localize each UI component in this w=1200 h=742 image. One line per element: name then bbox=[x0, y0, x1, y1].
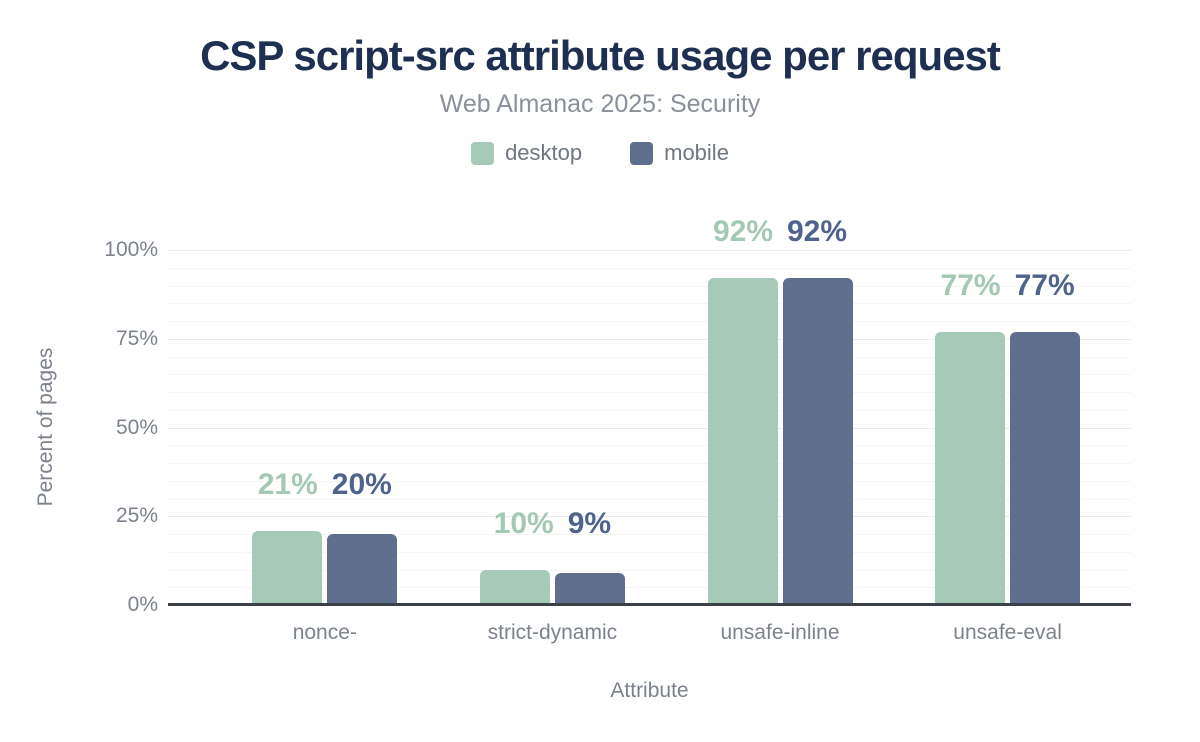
legend: desktop mobile bbox=[0, 140, 1200, 166]
mobile-series-swatch-icon bbox=[630, 141, 654, 165]
legend-item-desktop[interactable]: desktop bbox=[471, 140, 582, 166]
gridline-70 bbox=[168, 356, 1131, 358]
chart-subtitle: Web Almanac 2025: Security bbox=[439, 90, 761, 118]
gridline-50 bbox=[168, 427, 1131, 429]
data-label-desktop-nonce: 21% bbox=[257, 467, 318, 501]
gridline-95 bbox=[168, 267, 1131, 269]
bar-desktop-unsafe-inline[interactable] bbox=[707, 278, 778, 605]
x-axis-title: Attribute bbox=[610, 679, 689, 702]
y-tick-label-100: 100% bbox=[104, 238, 158, 261]
gridline-40 bbox=[168, 463, 1131, 464]
data-labels-unsafe-eval: 77% 77% bbox=[941, 268, 1075, 304]
gridline-20 bbox=[168, 534, 1131, 535]
data-label-mobile-strict-dynamic: 9% bbox=[567, 506, 612, 540]
y-tick-label-0: 0% bbox=[127, 593, 158, 616]
data-labels-unsafe-inline: 92% 92% bbox=[713, 214, 847, 250]
y-axis-title: Percent of pages bbox=[34, 347, 57, 507]
gridline-85 bbox=[168, 303, 1131, 305]
bar-desktop-unsafe-eval[interactable] bbox=[935, 331, 1006, 605]
gridline-35 bbox=[168, 480, 1131, 482]
data-label-mobile-nonce: 20% bbox=[331, 467, 392, 501]
gridline-45 bbox=[168, 445, 1131, 447]
chart-title: CSP script-src attribute usage per reque… bbox=[200, 32, 1001, 79]
data-label-mobile-unsafe-inline: 92% bbox=[787, 215, 848, 249]
gridline-15 bbox=[168, 551, 1131, 553]
x-tick-label-unsafe-eval: unsafe-eval bbox=[953, 621, 1062, 644]
legend-label-mobile: mobile bbox=[664, 140, 729, 165]
gridline-25 bbox=[168, 516, 1131, 518]
y-tick-label-25: 25% bbox=[115, 504, 158, 528]
bar-desktop-strict-dynamic[interactable] bbox=[479, 569, 550, 605]
gridline-10 bbox=[168, 569, 1131, 571]
gridline-5 bbox=[168, 587, 1131, 589]
data-labels-nonce: 21% 20% bbox=[258, 467, 392, 503]
y-tick-label-75: 75% bbox=[115, 326, 158, 350]
gridline-55 bbox=[168, 409, 1131, 411]
desktop-series-swatch-icon bbox=[471, 141, 495, 165]
x-tick-label-nonce: nonce- bbox=[292, 621, 357, 644]
data-label-desktop-unsafe-eval: 77% bbox=[940, 268, 1001, 302]
bar-mobile-unsafe-inline[interactable] bbox=[782, 278, 853, 605]
gridline-30 bbox=[168, 498, 1131, 500]
gridline-75 bbox=[168, 338, 1131, 340]
bar-mobile-strict-dynamic[interactable] bbox=[554, 573, 625, 605]
data-label-desktop-strict-dynamic: 10% bbox=[493, 506, 554, 540]
data-labels-strict-dynamic: 10% 9% bbox=[494, 506, 611, 542]
data-label-desktop-unsafe-inline: 92% bbox=[712, 215, 773, 249]
gridline-60 bbox=[168, 392, 1131, 393]
legend-item-mobile[interactable]: mobile bbox=[630, 140, 729, 166]
gridline-80 bbox=[168, 321, 1131, 322]
x-tick-label-unsafe-inline: unsafe-inline bbox=[720, 621, 840, 644]
y-tick-label-50: 50% bbox=[115, 415, 158, 439]
gridline-100 bbox=[168, 250, 1131, 251]
gridline-65 bbox=[168, 374, 1131, 376]
bar-mobile-nonce[interactable] bbox=[327, 534, 398, 605]
bar-desktop-nonce[interactable] bbox=[252, 530, 323, 605]
gridline-90 bbox=[168, 285, 1131, 287]
x-axis-line bbox=[168, 603, 1131, 606]
x-tick-label-strict-dynamic: strict-dynamic bbox=[487, 621, 618, 644]
data-label-mobile-unsafe-eval: 77% bbox=[1014, 268, 1075, 302]
legend-label-desktop: desktop bbox=[505, 140, 583, 165]
bar-mobile-unsafe-eval[interactable] bbox=[1010, 331, 1081, 605]
